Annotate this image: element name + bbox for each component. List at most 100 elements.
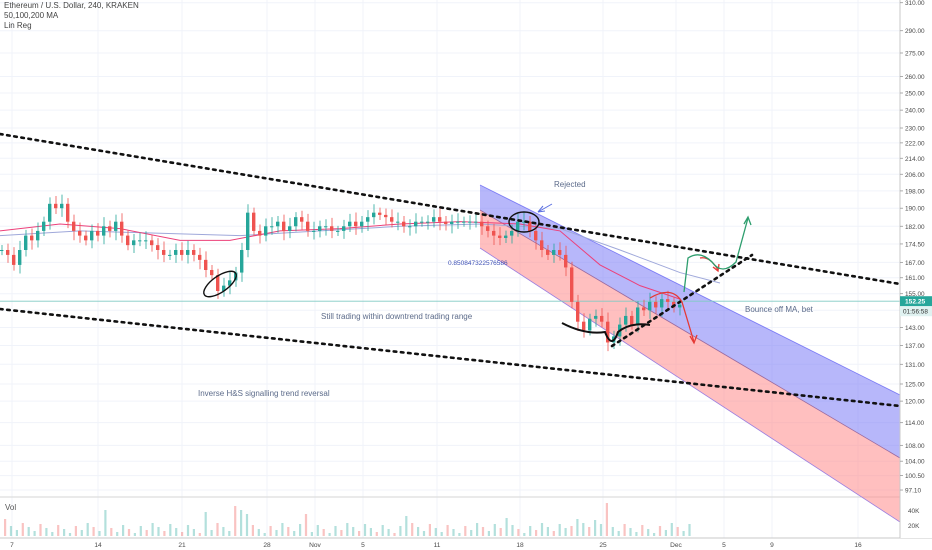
volume-bar — [322, 529, 325, 536]
volume-bar — [340, 530, 343, 536]
countdown-badge — [900, 306, 932, 317]
candle — [318, 226, 322, 231]
volume-bar — [133, 533, 136, 536]
volume-bar — [458, 533, 461, 536]
candle — [516, 221, 520, 231]
candle — [660, 299, 664, 308]
volume-bar — [175, 528, 178, 536]
bottom-circle — [203, 270, 237, 298]
rejection-circle — [508, 211, 540, 233]
volume-bar — [440, 532, 443, 536]
candle — [432, 217, 436, 222]
volume-bar — [417, 527, 420, 536]
last-price-badge — [900, 296, 932, 307]
candle — [486, 226, 490, 231]
candle — [144, 240, 148, 242]
candle — [384, 214, 388, 218]
volume-bar — [399, 526, 402, 536]
candle — [120, 221, 124, 236]
candle — [636, 307, 640, 325]
volume-tick-label: 20K — [908, 523, 920, 530]
price-tick-label: 143.00 — [905, 325, 925, 332]
volume-bar — [682, 531, 685, 536]
ma-50-line — [0, 221, 681, 300]
time-tick-label: 25 — [599, 542, 607, 549]
price-tick-label: 230.00 — [905, 126, 925, 133]
volume-label: Vol — [5, 503, 16, 512]
volume-bar — [204, 512, 207, 536]
candle — [96, 230, 100, 236]
candle — [546, 249, 550, 255]
volume-bar — [505, 518, 508, 536]
volume-bar — [617, 531, 620, 536]
volume-bar — [9, 526, 13, 536]
channel-lower-fill — [480, 210, 900, 522]
volume-bar — [98, 531, 101, 536]
candle — [312, 230, 316, 232]
volume-bar — [74, 526, 77, 536]
price-axis-bg — [900, 0, 932, 538]
candle — [198, 254, 202, 260]
volume-bar — [240, 510, 243, 536]
volume-bar — [157, 527, 160, 536]
ma-indicator-label: 50,100,200 MA — [4, 11, 59, 20]
candle — [222, 285, 226, 291]
rejected-arrow-head — [537, 205, 546, 213]
candle — [588, 318, 592, 331]
candle — [0, 249, 4, 251]
candle — [450, 221, 454, 224]
candle — [276, 221, 280, 227]
volume-bar — [110, 528, 113, 536]
candle — [102, 226, 106, 236]
candle — [600, 315, 604, 322]
volume-bar — [310, 532, 313, 536]
volume-bar — [328, 533, 331, 536]
candle — [114, 221, 118, 231]
candle — [366, 217, 370, 222]
last-price-label: 152.25 — [905, 299, 926, 306]
volume-bar — [186, 525, 190, 536]
bullish-arrow-head — [743, 215, 752, 226]
candle — [390, 217, 394, 222]
volume-bar — [51, 532, 54, 536]
annotations: Rejected Still trading within downtrend … — [5, 180, 814, 512]
ma-100-line — [0, 223, 721, 284]
candle — [336, 230, 340, 232]
candle — [72, 221, 76, 231]
candle — [564, 254, 568, 268]
candle — [156, 245, 160, 250]
price-tick-label: 290.00 — [905, 28, 925, 35]
volume-bar — [222, 527, 225, 536]
candle — [558, 249, 562, 255]
candle — [18, 249, 22, 265]
price-tick-label: 137.00 — [905, 343, 925, 350]
volume-bar — [316, 525, 319, 536]
volume-bar — [605, 503, 608, 536]
volume-bar — [434, 528, 437, 536]
volume-bar — [269, 526, 272, 536]
candle — [90, 230, 94, 241]
candle — [138, 240, 142, 242]
candle — [420, 221, 424, 223]
candle — [300, 217, 304, 222]
volume-bar — [411, 523, 414, 536]
annotation-trading-range: Still trading within downtrend trading r… — [321, 312, 473, 321]
channel-line — [479, 209, 901, 459]
candle — [480, 221, 484, 227]
volume-bar — [599, 524, 603, 536]
volume-bar — [216, 523, 219, 536]
volume-bar — [470, 530, 473, 536]
candle — [444, 221, 448, 224]
volume-bar — [68, 533, 72, 536]
candle — [342, 226, 346, 231]
candle — [678, 304, 682, 308]
volume-bar — [263, 533, 266, 536]
neckline — [610, 253, 754, 348]
volume-bar — [27, 527, 30, 536]
candle — [6, 249, 10, 255]
candle — [42, 221, 46, 231]
candle — [180, 249, 184, 255]
bearish-arrow-head-2 — [712, 263, 720, 273]
